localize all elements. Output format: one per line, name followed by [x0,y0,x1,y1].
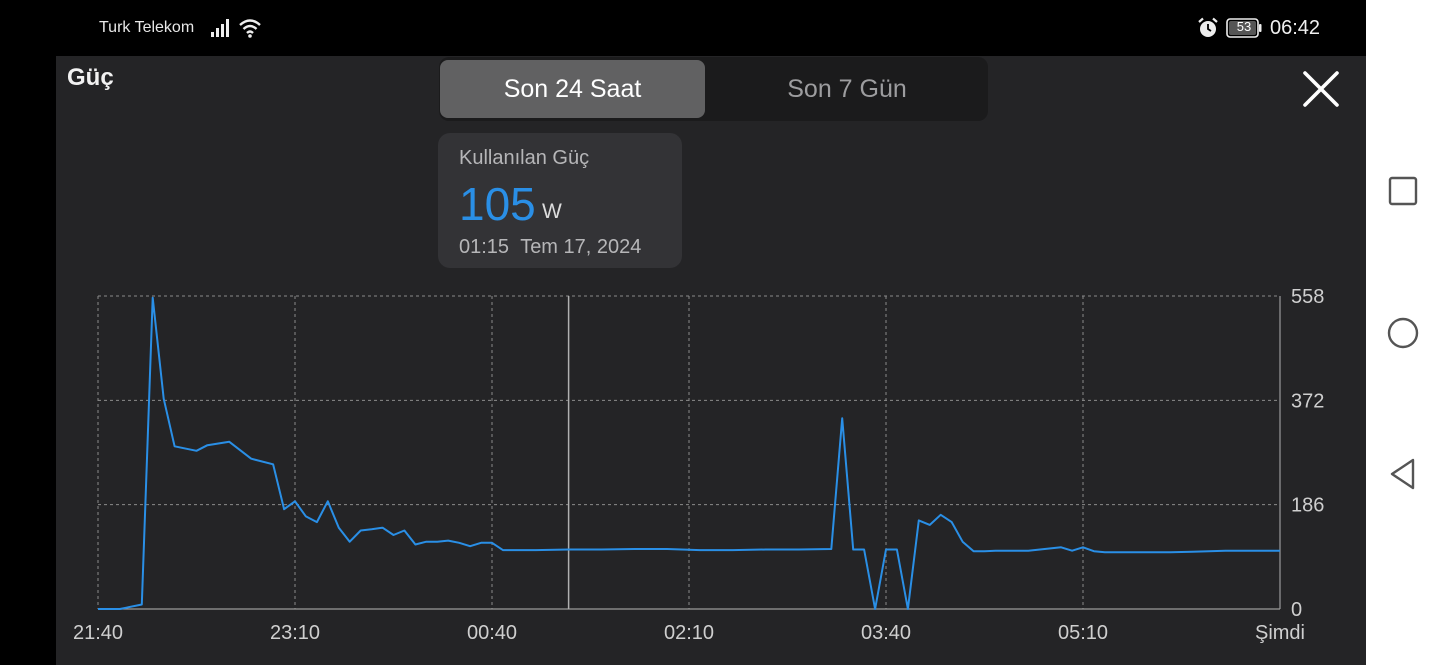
close-icon[interactable] [1300,70,1342,108]
recent-apps-icon[interactable] [1386,176,1420,206]
tab-last-7-days[interactable]: Son 7 Gün [787,75,907,103]
battery-icon [1226,18,1262,38]
tooltip-date: Tem 17, 2024 [520,236,642,258]
alarm-icon [1198,17,1218,37]
power-panel: Güç Son 24 Saat Son 7 Gün Kullanılan Güç… [56,56,1366,665]
tooltip-time: 01:15 Tem 17, 2024 [459,236,641,259]
tooltip-clock: 01:15 [459,236,510,258]
y-tick-label: 558 [1291,286,1324,308]
tooltip-value: 105 [459,178,536,230]
value-tooltip: Kullanılan Güç 105 W 01:15 Tem 17, 2024 [438,133,682,268]
chart-axes: 0 186 372 558 21:40 23:10 00:40 02:10 03:40 05:10… [73,286,1324,644]
x-tick-label: 03:40 [861,622,911,644]
x-tick-label: 05:10 [1058,622,1108,644]
tooltip-label: Kullanılan Güç [459,147,590,169]
tab-last-24-hours[interactable]: Son 24 Saat [440,60,705,118]
time-range-tabs: Son 24 Saat Son 7 Gün [439,57,988,121]
navigation-bar [1366,0,1440,665]
x-tick-label: 23:10 [270,622,320,644]
status-bar: Turk Telekom 53 06:42 [0,0,1366,56]
y-tick-label: 186 [1291,495,1324,517]
page-title: Güç [67,64,114,91]
signal-icon [211,19,229,37]
power-line-chart[interactable]: 0 186 372 558 21:40 23:10 00:40 02:10 03:40 05:10… [56,56,1366,665]
x-tick-label: 21:40 [73,622,123,644]
y-tick-label: 0 [1291,599,1302,621]
power-series-line [98,296,1280,610]
clock: 06:42 [1270,17,1321,39]
battery-level: 53 [1236,19,1252,34]
home-icon[interactable] [1386,316,1420,350]
x-tick-label: 00:40 [467,622,517,644]
back-icon[interactable] [1386,457,1420,491]
x-tick-label: Şimdi [1255,622,1305,644]
x-tick-label: 02:10 [664,622,714,644]
wifi-icon [239,19,261,38]
tooltip-unit: W [542,200,562,223]
carrier-name: Turk Telekom [99,19,195,36]
chart-grid [97,295,1280,609]
y-tick-label: 372 [1291,390,1324,412]
